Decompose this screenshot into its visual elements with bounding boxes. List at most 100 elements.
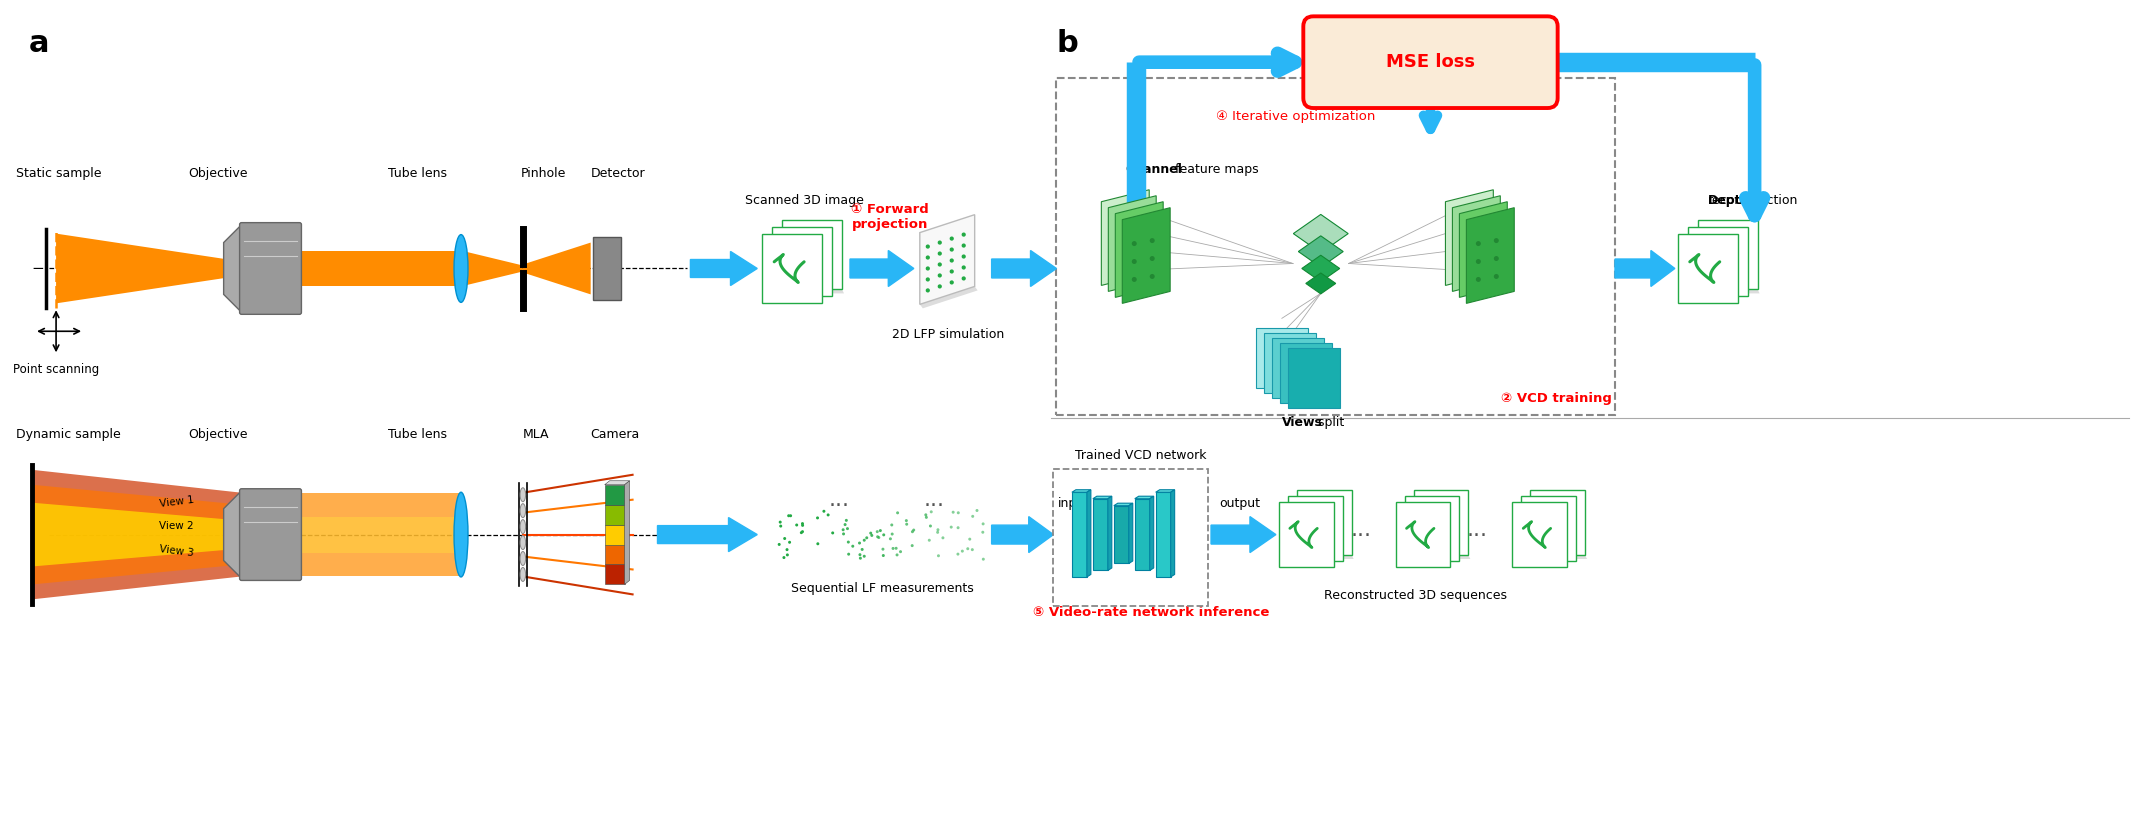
Ellipse shape: [957, 552, 959, 556]
Ellipse shape: [519, 488, 526, 502]
Ellipse shape: [942, 537, 944, 539]
Polygon shape: [1287, 496, 1343, 561]
Ellipse shape: [845, 528, 849, 530]
Ellipse shape: [843, 523, 847, 526]
Ellipse shape: [1474, 238, 1478, 243]
Polygon shape: [1396, 502, 1450, 567]
Polygon shape: [1298, 491, 1351, 555]
Polygon shape: [32, 470, 242, 599]
Polygon shape: [605, 481, 631, 485]
Ellipse shape: [963, 277, 965, 280]
FancyBboxPatch shape: [605, 545, 624, 565]
Ellipse shape: [905, 519, 907, 522]
Polygon shape: [1092, 499, 1107, 570]
Ellipse shape: [847, 541, 849, 543]
Ellipse shape: [963, 266, 965, 269]
Ellipse shape: [890, 523, 892, 527]
Polygon shape: [1405, 496, 1459, 561]
Ellipse shape: [1124, 271, 1130, 276]
Ellipse shape: [1133, 259, 1137, 264]
Text: output: output: [1218, 496, 1259, 509]
Polygon shape: [1699, 290, 1759, 294]
Text: ② VCD training: ② VCD training: [1502, 392, 1613, 405]
Ellipse shape: [950, 249, 952, 251]
Ellipse shape: [1135, 262, 1141, 267]
FancyArrow shape: [659, 518, 757, 551]
Polygon shape: [1287, 348, 1341, 408]
Polygon shape: [1414, 555, 1469, 559]
Ellipse shape: [519, 504, 526, 518]
Ellipse shape: [1111, 259, 1115, 264]
Ellipse shape: [858, 542, 860, 545]
Ellipse shape: [519, 519, 526, 533]
Ellipse shape: [862, 539, 867, 542]
Ellipse shape: [519, 536, 526, 550]
Text: b: b: [1057, 30, 1079, 58]
FancyArrow shape: [991, 250, 1057, 286]
Text: Point scanning: Point scanning: [13, 363, 99, 376]
Polygon shape: [1088, 490, 1092, 577]
Polygon shape: [1135, 499, 1150, 570]
Ellipse shape: [1474, 256, 1478, 261]
Ellipse shape: [796, 523, 798, 527]
Ellipse shape: [787, 514, 789, 517]
Ellipse shape: [1463, 229, 1467, 234]
Text: Camera: Camera: [590, 429, 639, 441]
Ellipse shape: [1143, 232, 1148, 237]
Ellipse shape: [963, 255, 965, 258]
Ellipse shape: [1476, 241, 1480, 246]
FancyBboxPatch shape: [605, 524, 624, 545]
FancyBboxPatch shape: [605, 565, 624, 584]
Ellipse shape: [980, 531, 985, 534]
Polygon shape: [1529, 555, 1587, 559]
FancyArrow shape: [849, 250, 914, 286]
Polygon shape: [1699, 220, 1757, 290]
Ellipse shape: [832, 532, 834, 534]
Ellipse shape: [789, 514, 792, 517]
Polygon shape: [1467, 207, 1514, 304]
Ellipse shape: [963, 244, 965, 247]
Polygon shape: [56, 234, 242, 304]
Ellipse shape: [871, 534, 873, 537]
Polygon shape: [1107, 496, 1111, 570]
Polygon shape: [223, 491, 242, 579]
Ellipse shape: [937, 252, 942, 255]
Ellipse shape: [1469, 235, 1474, 240]
Ellipse shape: [1150, 274, 1154, 279]
FancyBboxPatch shape: [605, 504, 624, 524]
Polygon shape: [1113, 505, 1128, 564]
Polygon shape: [1414, 491, 1469, 555]
Text: View 2: View 2: [159, 521, 193, 531]
Ellipse shape: [1118, 229, 1122, 234]
Polygon shape: [1306, 273, 1336, 294]
Ellipse shape: [927, 267, 929, 270]
Ellipse shape: [783, 537, 787, 540]
Ellipse shape: [858, 556, 862, 560]
FancyBboxPatch shape: [1304, 16, 1557, 108]
Polygon shape: [1278, 502, 1334, 567]
Polygon shape: [1115, 202, 1163, 297]
Ellipse shape: [924, 514, 927, 516]
Text: 2D LFP simulation: 2D LFP simulation: [892, 328, 1004, 342]
Ellipse shape: [1150, 238, 1154, 243]
Polygon shape: [1122, 207, 1171, 304]
Polygon shape: [32, 503, 242, 566]
Polygon shape: [1302, 255, 1341, 281]
FancyArrow shape: [1212, 517, 1276, 552]
Ellipse shape: [894, 546, 897, 550]
Polygon shape: [1109, 196, 1156, 291]
Polygon shape: [920, 215, 974, 305]
Text: Depth: Depth: [1707, 193, 1750, 207]
Polygon shape: [920, 286, 978, 309]
Ellipse shape: [967, 537, 972, 541]
Text: Objective: Objective: [189, 429, 249, 441]
Ellipse shape: [892, 547, 894, 550]
Ellipse shape: [950, 281, 952, 284]
Ellipse shape: [869, 532, 873, 535]
Text: Trained VCD network: Trained VCD network: [1075, 449, 1208, 462]
Ellipse shape: [519, 568, 526, 581]
Polygon shape: [1135, 496, 1154, 499]
Ellipse shape: [519, 551, 526, 565]
Ellipse shape: [815, 516, 819, 519]
Polygon shape: [1452, 196, 1499, 291]
